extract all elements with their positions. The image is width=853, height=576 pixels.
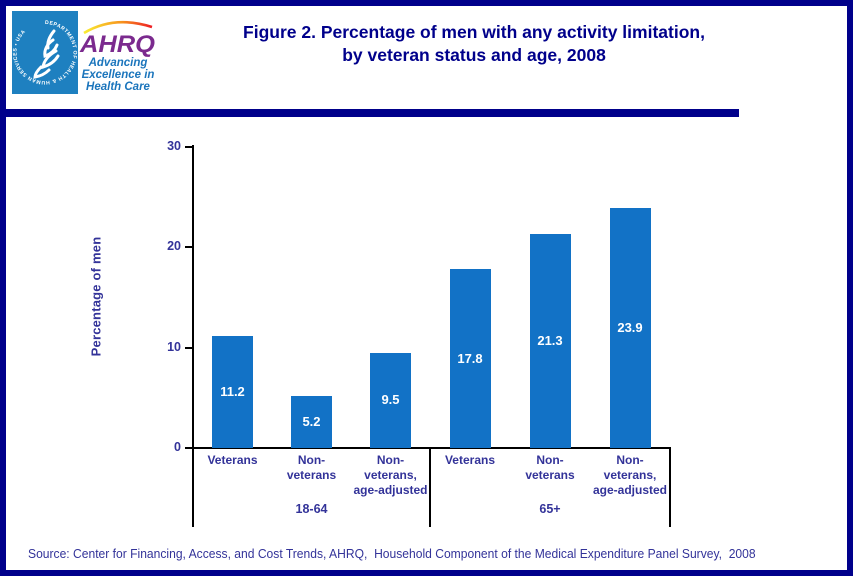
y-tick-label: 20 (167, 239, 181, 254)
ahrq-tagline-line2: Excellence in (82, 69, 155, 81)
figure-title-line2: by veteran status and age, 2008 (342, 45, 606, 65)
figure-title-line1: Figure 2. Percentage of men with any act… (243, 22, 705, 42)
x-axis-line (192, 447, 671, 449)
group-divider-line (669, 447, 671, 527)
y-tick-mark (185, 447, 193, 449)
ahrq-tagline-line1: Advancing (88, 57, 148, 69)
y-tick-label: 10 (167, 339, 181, 354)
y-tick-label: 30 (167, 139, 181, 153)
bar-veterans (449, 269, 491, 448)
bar-value-label: 17.8 (457, 350, 483, 366)
ahrq-hhs-logo-svg: DEPARTMENT OF HEALTH & HUMAN SERVICES • … (12, 11, 155, 94)
age-group-label: 18-64 (295, 502, 328, 516)
bar-non-veterans-age-adjusted (609, 208, 651, 448)
ahrq-wordmark: AHRQ Advancing Excellence in Health Care (79, 20, 155, 93)
bar-value-label: 23.9 (617, 320, 643, 336)
category-label: Non- veterans, age-adjusted (353, 453, 428, 497)
category-label: Non- veterans (286, 453, 337, 482)
bar-value-label: 5.2 (302, 413, 321, 429)
hhs-eagle-icon (33, 29, 60, 79)
bar-non-veterans (529, 234, 571, 448)
category-label: Veterans (444, 453, 496, 467)
source-note: Source: Center for Financing, Access, an… (28, 546, 756, 561)
bar-non-veterans-age-adjusted (370, 352, 411, 448)
bar-value-label: 11.2 (220, 383, 245, 399)
y-tick-mark (185, 346, 193, 349)
rainbow-arc-icon (83, 20, 153, 35)
bar-value-label: 9.5 (381, 392, 400, 408)
y-axis-line (192, 145, 194, 449)
ahrq-tagline-line3: Health Care (86, 81, 151, 93)
age-group-label: 65+ (539, 502, 561, 516)
group-divider-line (192, 447, 194, 527)
figure-title: Figure 2. Percentage of men with any act… (168, 21, 780, 67)
group-divider-line (429, 447, 431, 527)
ahrq-acronym-text: AHRQ (79, 31, 155, 58)
header-divider-bar (0, 109, 739, 117)
category-label: Non- veterans, age-adjusted (592, 453, 667, 497)
bar-value-label: 21.3 (537, 333, 563, 349)
bar-veterans (212, 335, 253, 448)
y-tick-mark (185, 246, 193, 249)
ahrq-hhs-logo: DEPARTMENT OF HEALTH & HUMAN SERVICES • … (12, 11, 158, 94)
bar-non-veterans (291, 395, 332, 448)
y-tick-label: 0 (174, 440, 181, 454)
category-label: Non- veterans (525, 453, 575, 482)
y-tick-mark (185, 146, 193, 148)
category-label: Veterans (207, 453, 258, 467)
